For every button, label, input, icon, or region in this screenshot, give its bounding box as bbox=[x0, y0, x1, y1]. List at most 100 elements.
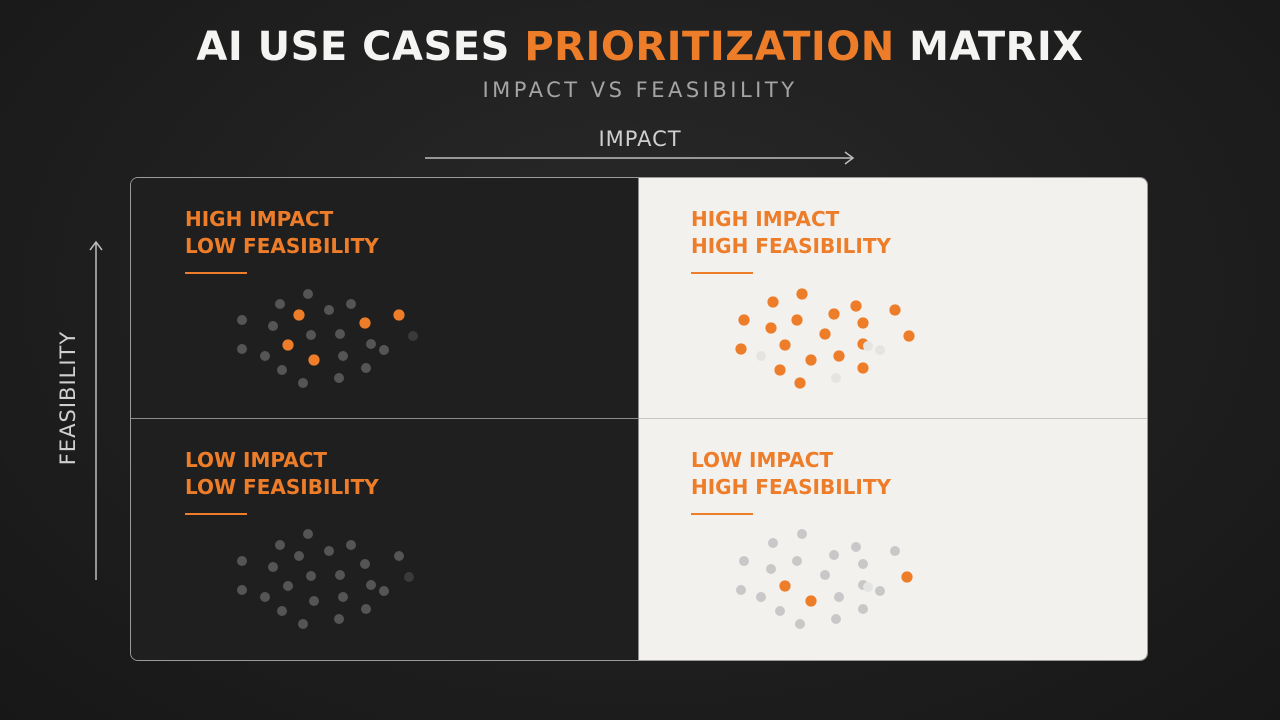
neutral-dot bbox=[260, 592, 270, 602]
dot-cluster bbox=[735, 288, 915, 389]
accent-dot bbox=[735, 343, 747, 355]
dot-cluster bbox=[237, 289, 418, 388]
page-title: AI USE CASES PRIORITIZATION MATRIX bbox=[0, 24, 1280, 70]
neutral-dot bbox=[283, 581, 293, 591]
accent-dot bbox=[779, 580, 791, 592]
neutral-dot bbox=[739, 556, 749, 566]
neutral-dot bbox=[875, 345, 885, 355]
quadrant-label: LOW IMPACT HIGH FEASIBILITY bbox=[691, 447, 891, 501]
neutral-dot bbox=[346, 299, 356, 309]
neutral-dot bbox=[237, 315, 247, 325]
accent-dot bbox=[805, 354, 817, 366]
quadrant-label: LOW IMPACT LOW FEASIBILITY bbox=[185, 447, 379, 501]
neutral-dot bbox=[797, 529, 807, 539]
accent-dot bbox=[828, 308, 840, 320]
quadrant-label-line-2: HIGH FEASIBILITY bbox=[691, 234, 891, 258]
quadrant-label-line-2: LOW FEASIBILITY bbox=[185, 475, 379, 499]
neutral-dot bbox=[303, 289, 313, 299]
x-axis-label: IMPACT bbox=[598, 127, 682, 151]
quadrant-label: HIGH IMPACT LOW FEASIBILITY bbox=[185, 206, 379, 260]
accent-dot bbox=[282, 339, 294, 351]
neutral-dot bbox=[820, 570, 830, 580]
y-axis-arrow-icon bbox=[89, 240, 103, 580]
accent-dot bbox=[393, 309, 405, 321]
accent-dot bbox=[293, 309, 305, 321]
neutral-dot bbox=[277, 365, 287, 375]
neutral-dot bbox=[775, 606, 785, 616]
neutral-dot bbox=[379, 586, 389, 596]
quadrant-high-impact-low-feasibility: HIGH IMPACT LOW FEASIBILITY bbox=[131, 178, 639, 419]
neutral-dot bbox=[346, 540, 356, 550]
quadrant-label-line-1: LOW IMPACT bbox=[691, 448, 834, 472]
neutral-dot bbox=[309, 596, 319, 606]
neutral-dot bbox=[335, 329, 345, 339]
accent-dot bbox=[774, 364, 786, 376]
title-part-1: AI USE CASES bbox=[196, 24, 510, 70]
neutral-dot bbox=[829, 550, 839, 560]
accent-dot bbox=[794, 377, 806, 389]
neutral-dot bbox=[863, 341, 873, 351]
dot-cluster bbox=[237, 529, 414, 629]
x-axis-arrow-icon bbox=[425, 151, 855, 165]
accent-dot bbox=[857, 362, 869, 374]
accent-dot bbox=[901, 571, 913, 583]
neutral-dot bbox=[890, 546, 900, 556]
title-accent: PRIORITIZATION bbox=[524, 24, 895, 70]
accent-dot bbox=[765, 322, 777, 334]
quadrant-label-line-2: HIGH FEASIBILITY bbox=[691, 475, 891, 499]
accent-dot bbox=[796, 288, 808, 300]
accent-dot bbox=[767, 296, 779, 308]
neutral-dot bbox=[237, 585, 247, 595]
neutral-dot bbox=[831, 373, 841, 383]
accent-dot bbox=[359, 317, 371, 329]
neutral-dot bbox=[268, 562, 278, 572]
quadrant-label: HIGH IMPACT HIGH FEASIBILITY bbox=[691, 206, 891, 260]
accent-dot bbox=[889, 304, 901, 316]
neutral-dot bbox=[306, 571, 316, 581]
neutral-dot bbox=[294, 551, 304, 561]
neutral-dot bbox=[858, 559, 868, 569]
neutral-dot bbox=[268, 321, 278, 331]
quadrant-low-impact-high-feasibility: LOW IMPACT HIGH FEASIBILITY bbox=[639, 419, 1147, 660]
neutral-dot bbox=[275, 540, 285, 550]
neutral-dot bbox=[338, 592, 348, 602]
neutral-dot bbox=[298, 619, 308, 629]
neutral-dot bbox=[260, 351, 270, 361]
neutral-dot bbox=[404, 572, 414, 582]
neutral-dot bbox=[768, 538, 778, 548]
neutral-dot bbox=[275, 299, 285, 309]
neutral-dot bbox=[303, 529, 313, 539]
quadrant-underline bbox=[691, 513, 753, 515]
prioritization-matrix: HIGH IMPACT LOW FEASIBILITY HIGH IMPACT … bbox=[130, 177, 1148, 661]
neutral-dot bbox=[306, 330, 316, 340]
accent-dot bbox=[779, 339, 791, 351]
neutral-dot bbox=[360, 559, 370, 569]
quadrant-label-line-1: HIGH IMPACT bbox=[185, 207, 334, 231]
neutral-dot bbox=[858, 604, 868, 614]
quadrant-label-line-2: LOW FEASIBILITY bbox=[185, 234, 379, 258]
neutral-dot bbox=[834, 592, 844, 602]
neutral-dot bbox=[334, 373, 344, 383]
neutral-dot bbox=[324, 546, 334, 556]
quadrant-underline bbox=[691, 272, 753, 274]
neutral-dot bbox=[756, 351, 766, 361]
neutral-dot bbox=[766, 564, 776, 574]
neutral-dot bbox=[334, 614, 344, 624]
neutral-dot bbox=[237, 556, 247, 566]
quadrant-label-line-1: HIGH IMPACT bbox=[691, 207, 840, 231]
quadrant-low-impact-low-feasibility: LOW IMPACT LOW FEASIBILITY bbox=[131, 419, 639, 660]
accent-dot bbox=[850, 300, 862, 312]
accent-dot bbox=[738, 314, 750, 326]
neutral-dot bbox=[736, 585, 746, 595]
accent-dot bbox=[903, 330, 915, 342]
neutral-dot bbox=[361, 604, 371, 614]
title-part-2: MATRIX bbox=[909, 24, 1084, 70]
neutral-dot bbox=[792, 556, 802, 566]
neutral-dot bbox=[756, 592, 766, 602]
neutral-dot bbox=[366, 580, 376, 590]
neutral-dot bbox=[298, 378, 308, 388]
neutral-dot bbox=[795, 619, 805, 629]
neutral-dot bbox=[875, 586, 885, 596]
neutral-dot bbox=[237, 344, 247, 354]
quadrant-label-line-1: LOW IMPACT bbox=[185, 448, 328, 472]
